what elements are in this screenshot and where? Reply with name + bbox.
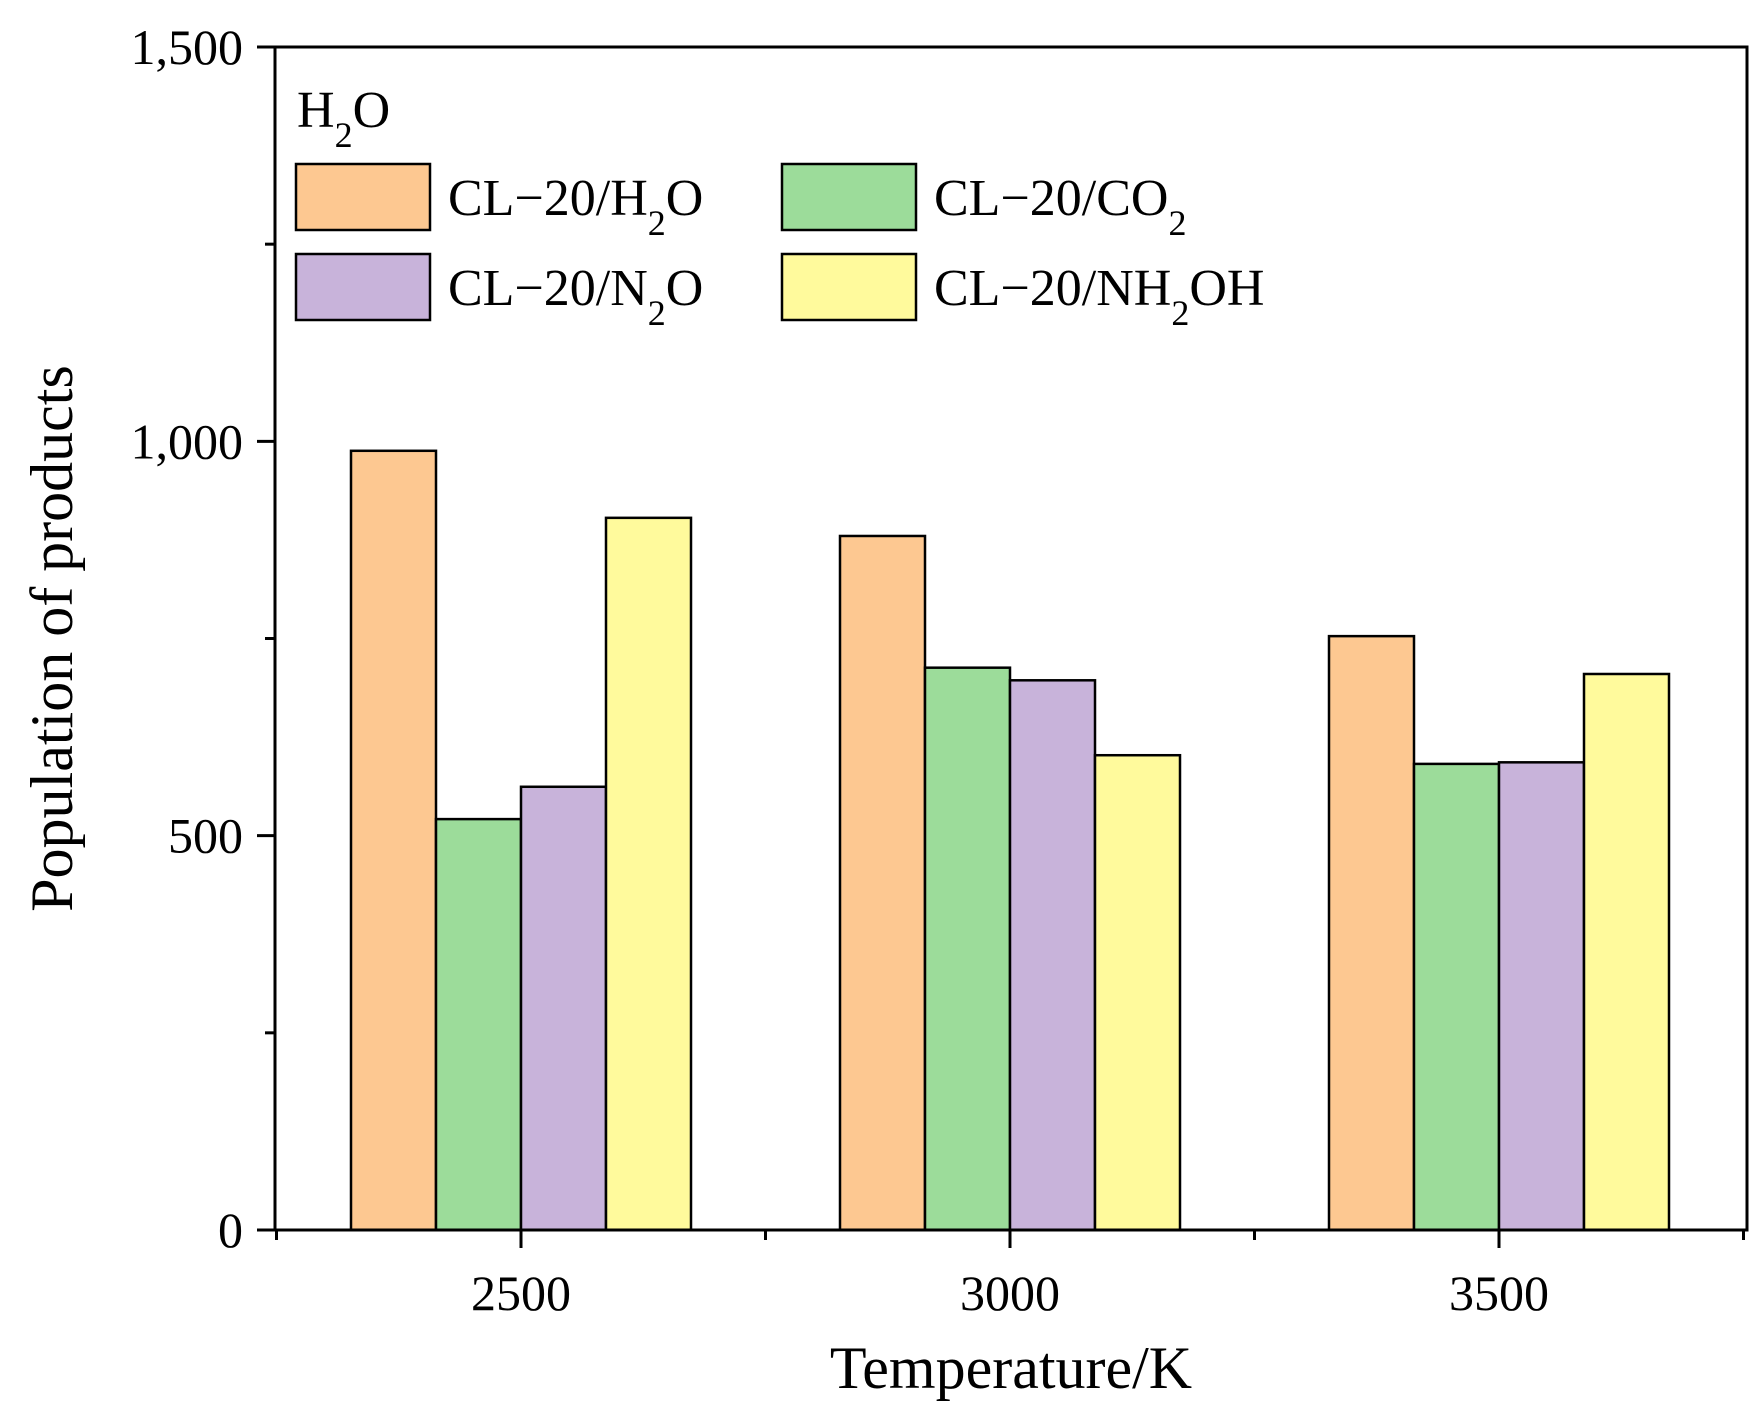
bar-3000-series-0: [838, 534, 927, 1232]
bars-group: [349, 449, 1671, 1232]
bar-2500-series-1: [434, 817, 523, 1232]
y-tick-label: 0: [218, 1202, 243, 1258]
legend-swatch-2: [294, 252, 432, 322]
y-axis-title: Population of products: [19, 365, 85, 912]
x-tick-label: 3500: [1449, 1265, 1549, 1321]
legend-title: H2O: [297, 82, 390, 155]
legend-label-3: CL−20/NH2OH: [934, 260, 1264, 333]
bar-2500-series-2: [519, 785, 608, 1232]
bar-2500-series-0: [349, 449, 438, 1232]
legend-swatch-3: [780, 252, 918, 322]
bar-3500-series-2: [1497, 761, 1586, 1232]
bar-3500-series-1: [1412, 762, 1501, 1232]
legend: H2O CL−20/H2O CL−20/CO2 CL−20/N2O CL−20/NH2O…: [294, 82, 1264, 333]
legend-label-2: CL−20/N2O: [448, 260, 703, 333]
bar-3000-series-1: [923, 666, 1012, 1232]
bar-3500-series-0: [1327, 634, 1416, 1232]
bar-3500-series-3: [1582, 672, 1671, 1232]
x-tick-label: 2500: [471, 1265, 571, 1321]
y-tick-label: 500: [168, 808, 243, 864]
legend-label-1: CL−20/CO2: [934, 170, 1186, 243]
bar-3000-series-3: [1093, 753, 1182, 1232]
y-tick-label: 1,500: [131, 19, 244, 75]
bar-3000-series-2: [1008, 679, 1097, 1232]
x-axis-title: Temperature/K: [830, 1335, 1192, 1401]
legend-label-0: CL−20/H2O: [448, 170, 703, 243]
legend-swatch-1: [780, 162, 918, 232]
legend-swatch-0: [294, 162, 432, 232]
x-tick-label: 3000: [960, 1265, 1060, 1321]
bar-2500-series-3: [604, 516, 693, 1232]
y-tick-label: 1,000: [131, 413, 244, 469]
axes-group: 0 500 1,000 1,500 2500 3000 3500: [131, 19, 1749, 1321]
